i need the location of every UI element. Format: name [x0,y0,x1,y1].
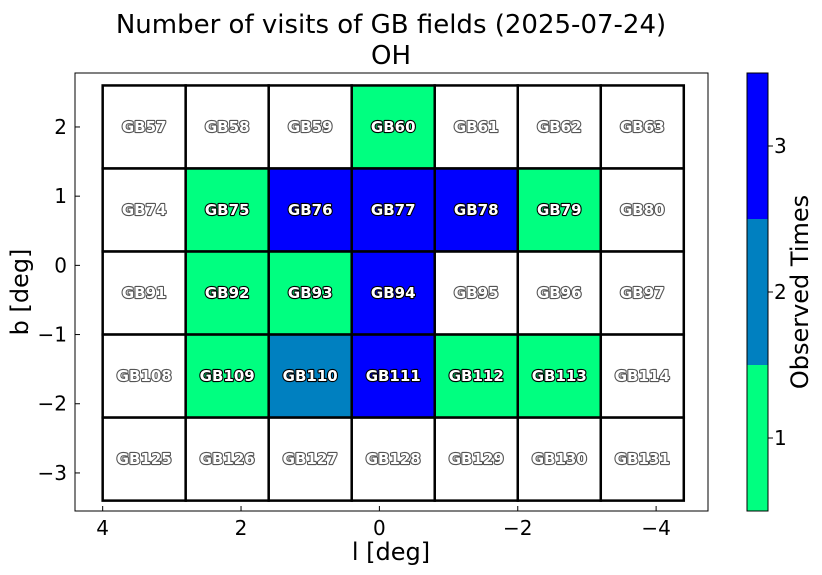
field-cell [516,416,603,502]
field-label: GB109 [200,367,255,385]
field-cell [599,416,686,502]
colorbar-segment [747,219,768,365]
colorbar-tick-label: 1 [774,426,787,450]
field-label: GB95 [454,284,499,302]
field-cell [516,250,603,336]
y-tick-label: −1 [38,323,67,347]
colorbar-tick-label: 3 [774,134,787,158]
field-label: GB63 [620,118,665,136]
field-label: GB92 [205,284,250,302]
field-label: GB108 [117,367,172,385]
field-label: GB61 [454,118,499,136]
field-label: GB125 [117,450,172,468]
colorbar-segments [747,73,768,511]
field-label: GB93 [288,284,333,302]
field-cells [101,84,686,502]
field-cell [184,167,270,253]
x-tick-label: −2 [503,516,532,540]
x-axis-ticks: 4 2 0 −2 −4 [96,506,671,540]
field-cell [599,250,686,336]
field-label: GB80 [620,201,665,219]
field-label: GB91 [122,284,167,302]
chart-title: Number of visits of GB fields (2025-07-2… [116,10,666,40]
y-axis-label: b [deg] [6,249,34,336]
field-cell [599,333,686,419]
field-label: GB110 [283,367,338,385]
field-cell [101,250,187,336]
field-cell [350,250,436,336]
field-label: GB74 [122,201,167,219]
field-label: GB96 [537,284,582,302]
colorbar-segment [747,73,768,219]
x-tick-label: 4 [96,516,109,540]
y-tick-label: 0 [54,253,67,277]
field-label: GB77 [371,201,416,219]
field-cell [433,416,520,502]
field-cell [433,250,520,336]
field-cell [350,167,436,253]
field-labels: GB57 GB58 GB59 GB60 GB61 GB62 GB63 GB74 GB75 GB76… [116,117,671,469]
field-label: GB57 [122,118,167,136]
field-label: GB97 [620,284,665,302]
colorbar-segment [747,365,768,511]
field-label: GB59 [288,118,333,136]
field-label: GB112 [449,367,504,385]
field-label: GB129 [449,450,504,468]
y-tick-label: 2 [54,115,67,139]
x-axis-label: l [deg] [352,538,430,566]
colorbar-tick-label: 2 [774,280,787,304]
y-tick-label: −2 [38,392,67,416]
colorbar-ticks: 1 2 3 [768,134,787,450]
field-label: GB58 [205,118,250,136]
field-label: GB113 [532,367,587,385]
x-tick-label: −4 [641,516,670,540]
field-label: GB126 [200,450,255,468]
y-tick-label: −3 [38,461,67,485]
y-axis-ticks: 2 1 0 −1 −2 −3 [38,115,80,485]
field-cell [433,84,520,170]
field-label: GB60 [371,118,416,136]
field-label: GB62 [537,118,582,136]
chart-subtitle: OH [371,41,411,71]
field-label: GB94 [371,284,416,302]
field-cell [599,84,686,170]
field-cell [516,167,603,253]
field-label: GB76 [288,201,333,219]
field-label: GB78 [454,201,499,219]
y-tick-label: 1 [54,184,67,208]
field-label: GB130 [532,450,587,468]
x-tick-label: 2 [235,516,248,540]
colorbar: 1 2 3 Observed Times [746,72,814,512]
field-label: GB111 [366,367,421,385]
field-cell [433,333,520,419]
field-cell [101,333,187,419]
field-label: GB131 [615,450,670,468]
field-label: GB128 [366,450,421,468]
field-cell [101,84,187,170]
field-label: GB114 [615,367,670,385]
colorbar-label: Observed Times [786,195,814,389]
field-label: GB75 [205,201,250,219]
x-tick-label: 0 [373,516,386,540]
field-label: GB127 [283,450,338,468]
field-cell [184,250,270,336]
field-cell [184,416,270,502]
plot-area: GB57 GB58 GB59 GB60 GB61 GB62 GB63 GB74 GB75 GB76… [38,72,709,540]
field-label: GB79 [537,201,582,219]
